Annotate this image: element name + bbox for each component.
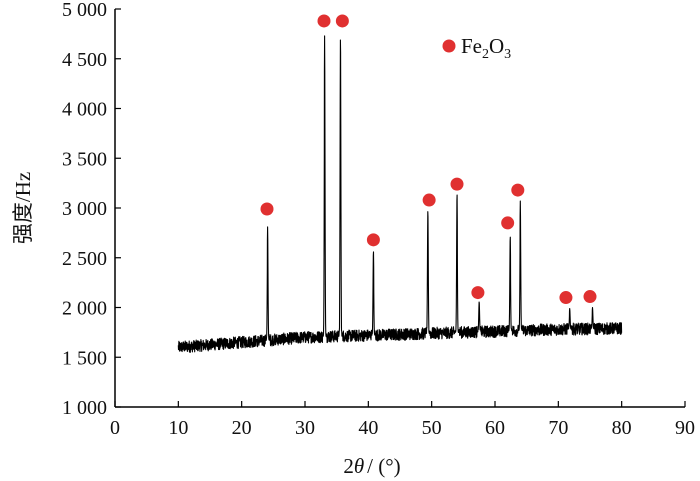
peak-marker [335, 14, 349, 28]
peak-marker [501, 216, 515, 230]
y-axis-title: 强度/Hz [11, 172, 35, 244]
x-ticks: 0 10 20 30 40 50 60 70 80 90 [110, 401, 695, 439]
peak-marker [450, 177, 464, 191]
x-axis-title: 2θ / (°) [343, 454, 400, 478]
y-tick-label: 3 000 [62, 198, 107, 220]
peak-marker [366, 233, 380, 247]
x-tick-label: 10 [168, 417, 188, 439]
x-tick-label: 30 [295, 417, 315, 439]
peak-marker [260, 202, 274, 216]
legend-marker [442, 39, 456, 53]
y-tick-label: 3 500 [62, 148, 107, 170]
y-ticks: 1 000 1 500 2 000 2 500 3 000 3 500 4 000 4 500… [62, 0, 121, 419]
peak-marker [559, 291, 573, 305]
x-tick-label: 90 [675, 417, 695, 439]
spectrum-line [177, 35, 623, 353]
x-tick-label: 0 [110, 417, 120, 439]
x-tick-label: 60 [485, 417, 505, 439]
legend-label-sub2: 3 [504, 47, 511, 62]
y-tick-label: 1 500 [62, 347, 107, 369]
y-tick-label: 5 000 [62, 0, 107, 21]
y-tick-label: 2 500 [62, 248, 107, 270]
x-tick-label: 40 [358, 417, 378, 439]
y-tick-label: 1 000 [62, 397, 107, 419]
peak-marker [583, 290, 597, 304]
peak-marker [317, 14, 331, 28]
legend-label-mid: O [489, 34, 504, 58]
legend-label-base: Fe [461, 34, 482, 58]
x-axis-title-symbol: θ [354, 454, 364, 478]
x-tick-label: 80 [612, 417, 632, 439]
x-tick-label: 20 [232, 417, 252, 439]
x-tick-label: 50 [422, 417, 442, 439]
legend-label: Fe2O3 [461, 34, 511, 62]
y-tick-label: 4 500 [62, 49, 107, 71]
x-axis-title-unit: / (°) [367, 454, 400, 478]
legend-label-sub1: 2 [482, 47, 489, 62]
x-axis-title-num: 2 [343, 454, 354, 478]
peak-marker [422, 193, 436, 207]
peak-marker [511, 183, 525, 197]
x-tick-label: 70 [548, 417, 568, 439]
peak-marker [471, 286, 485, 300]
legend: Fe2O3 [442, 34, 511, 62]
peak-markers [260, 14, 597, 305]
y-tick-label: 2 000 [62, 298, 107, 320]
y-tick-label: 4 000 [62, 99, 107, 121]
